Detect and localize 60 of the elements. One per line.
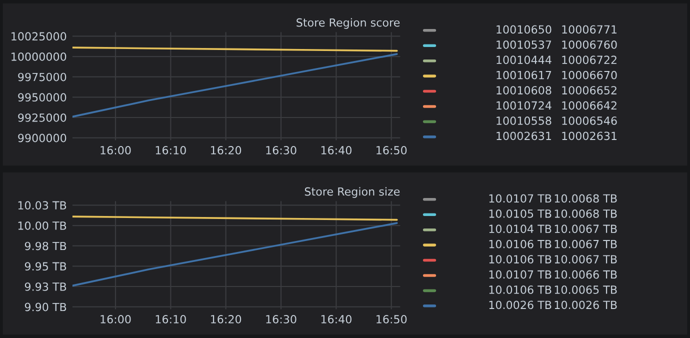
text: 10.0065 TB [554,286,617,294]
x-tick-label: 16:40 [321,315,352,324]
text: 10.0106 TB [489,255,552,264]
y-tick-label: 10025000 [12,32,66,41]
x-tick-label: 16:10 [156,146,186,154]
text: 10010724 [496,101,552,110]
x-tick-label: 16:20 [211,315,242,324]
text: 10006546 [562,116,617,125]
x-tick-label: 16:20 [211,146,242,154]
text: 10006760 [562,40,617,49]
x-tick-label: 16:50 [376,315,407,324]
text: 10.0107 TB [489,194,552,203]
text: 10010558 [496,116,552,125]
x-tick-label: 16:30 [266,315,296,324]
text: 10002631 [562,132,617,140]
y-tick-label: 9.95 TB [24,262,66,271]
x-tick-label: 16:50 [376,146,407,154]
x-tick-label: 16:00 [100,315,131,324]
text: 10006652 [562,86,616,94]
text: 10006722 [562,56,616,64]
text: 10006670 [562,70,617,80]
x-tick-label: 16:40 [321,146,352,154]
text: 10002631 [496,132,551,140]
y-tick-label: 9900000 [18,134,66,142]
text: 10.0067 TB [554,255,617,264]
y-tick-label: 9.93 TB [24,282,66,291]
text: 10.0067 TB [554,240,617,248]
text: 10010608 [496,86,552,94]
y-tick-label: 9.98 TB [24,242,66,250]
text: 10006642 [562,101,616,110]
chart-title: Store Region size [304,187,400,198]
y-tick-label: 10.03 TB [18,201,66,210]
y-tick-label: 10000000 [12,52,66,61]
y-tick-label: 10.00 TB [18,221,66,230]
text: 10010617 [496,70,552,80]
text: 10.0106 TB [489,286,552,294]
line-series [72,222,398,287]
text: 10.0068 TB [554,194,617,203]
x-tick-label: 16:10 [156,315,186,324]
text: 10.0104 TB [489,224,552,234]
y-tick-label: 9.90 TB [24,302,66,312]
text: 10.0068 TB [554,209,617,218]
y-tick-label: 9950000 [18,93,66,102]
line-series [72,53,398,118]
text: 10.0107 TB [489,270,552,279]
y-tick-label: 9925000 [18,113,66,122]
text: 10.0106 TB [489,240,552,248]
text: 10.0026 TB [489,300,552,310]
text: 10010537 [496,40,552,49]
text: 10.0066 TB [554,270,617,279]
text: 10010444 [496,56,552,64]
text: 10.0105 TB [489,209,552,218]
x-tick-label: 16:30 [266,146,296,154]
x-tick-label: 16:00 [100,146,131,154]
text: 10.0026 TB [554,300,617,310]
text: 10.0067 TB [554,224,617,234]
text: 10010650 [496,25,552,34]
y-tick-label: 9975000 [18,72,66,82]
text: 10006771 [562,25,617,34]
chart-title: Store Region score [296,18,400,29]
